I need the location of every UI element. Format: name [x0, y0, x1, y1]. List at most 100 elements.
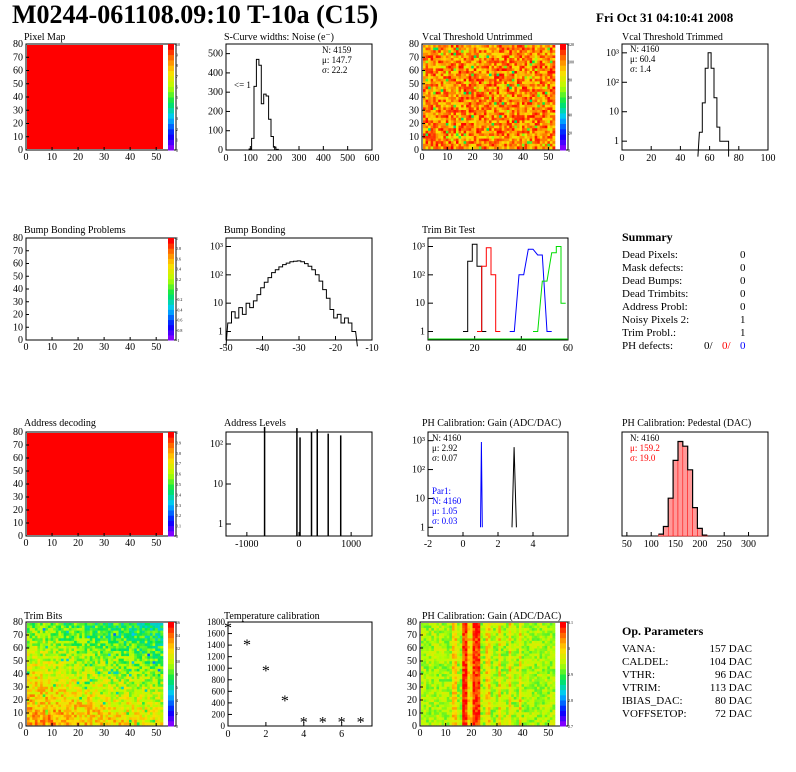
heatmap-cell [491, 130, 495, 134]
heatmap-cell [501, 143, 505, 147]
heatmap-cell [53, 681, 57, 685]
color-scale-cell [168, 437, 174, 443]
heatmap-cell [477, 635, 481, 639]
heatmap-cell [494, 86, 497, 90]
heatmap-cell [483, 84, 487, 87]
heatmap-cell [445, 123, 449, 126]
heatmap-cell [97, 696, 101, 700]
heatmap-cell [110, 681, 114, 685]
heatmap-cell [496, 86, 500, 90]
heatmap-cell [519, 128, 523, 132]
heatmap-cell [102, 699, 106, 703]
heatmap-cell [29, 640, 33, 644]
heatmap-cell [74, 651, 77, 654]
heatmap-cell [428, 133, 431, 137]
heatmap-cell [160, 661, 164, 665]
heatmap-cell [95, 635, 98, 639]
heatmap-cell [537, 104, 541, 108]
heatmap-cell [443, 107, 447, 111]
heatmap-cell [53, 623, 57, 626]
heatmap-cell [134, 635, 138, 639]
heatmap-cell [483, 115, 487, 119]
heatmap-cell [532, 68, 535, 72]
heatmap-cell [423, 623, 427, 626]
heatmap-cell [118, 714, 122, 718]
heatmap-cell [105, 691, 109, 695]
x-tick-label: 20 [470, 343, 480, 354]
heatmap-cell [516, 120, 520, 124]
heatmap-cell [102, 661, 106, 665]
heatmap-cell [155, 679, 159, 682]
heatmap-cell [42, 653, 46, 657]
heatmap-cell [486, 123, 490, 126]
heatmap-cell [152, 633, 156, 637]
heatmap-cell [496, 112, 500, 116]
heatmap-cell [496, 123, 500, 126]
heatmap-cell [149, 663, 153, 667]
heatmap-cell [511, 623, 515, 626]
heatmap-cell [435, 136, 439, 139]
color-scale-label: 0 [176, 724, 178, 729]
heatmap-cell [84, 651, 88, 654]
heatmap-cell [63, 709, 67, 713]
heatmap-cell [27, 717, 30, 721]
heatmap-cell [475, 628, 478, 631]
heatmap-cell [79, 648, 83, 652]
heatmap-cell [506, 78, 510, 82]
y-tick-label: 70 [13, 52, 23, 63]
heatmap-cell [47, 696, 51, 700]
heatmap-cell [34, 707, 38, 710]
heatmap-cell [552, 110, 556, 113]
heatmap-cell [547, 623, 551, 626]
heatmap-cell [129, 717, 132, 721]
heatmap-cell [451, 623, 455, 626]
heatmap-cell [129, 643, 132, 647]
heatmap-cell [129, 719, 132, 723]
heatmap-cell [504, 130, 508, 134]
heatmap-cell [481, 141, 485, 145]
heatmap-cell [476, 138, 480, 142]
heatmap-cell [532, 120, 535, 124]
heatmap-cell [438, 110, 442, 113]
heatmap-cell [438, 65, 442, 69]
heatmap-cell [539, 120, 543, 124]
heatmap-cell [63, 704, 67, 708]
heatmap-cell [425, 130, 429, 134]
heatmap-cell [537, 130, 541, 134]
heatmap-cell [58, 651, 62, 654]
heatmap-cell [29, 653, 33, 657]
heatmap-cell [481, 55, 485, 59]
heatmap-cell [157, 702, 161, 705]
heatmap-cell [509, 86, 513, 90]
heatmap-cell [443, 68, 447, 72]
heatmap-cell [483, 117, 487, 121]
heatmap-cell [511, 86, 515, 90]
heatmap-cell [476, 104, 480, 108]
heatmap-cell [476, 55, 480, 59]
heatmap-cell [136, 661, 140, 665]
heatmap-cell [144, 661, 148, 665]
heatmap-cell [494, 50, 497, 54]
heatmap-cell [486, 107, 490, 111]
heatmap-cell [37, 666, 41, 670]
heatmap-cell [486, 55, 490, 59]
heatmap-cell [110, 658, 114, 662]
stats-text: N: 4160 [432, 433, 462, 443]
heatmap-cell [491, 63, 495, 67]
heatmap-cell [542, 143, 546, 147]
heatmap-cell [534, 76, 538, 80]
heatmap-cell [108, 638, 111, 642]
heatmap-cell [102, 630, 106, 634]
heatmap-cell [503, 630, 507, 634]
heatmap-cell [498, 630, 502, 634]
heatmap-cell [426, 628, 430, 631]
heatmap-cell [527, 104, 530, 108]
heatmap-cell [37, 674, 41, 677]
heatmap-cell [500, 623, 504, 626]
heatmap-cell [42, 663, 46, 667]
heatmap-cell [160, 623, 164, 626]
heatmap-cell [486, 78, 490, 82]
heatmap-cell [81, 671, 85, 675]
heatmap-cell [425, 143, 429, 147]
heatmap-cell [478, 78, 482, 82]
